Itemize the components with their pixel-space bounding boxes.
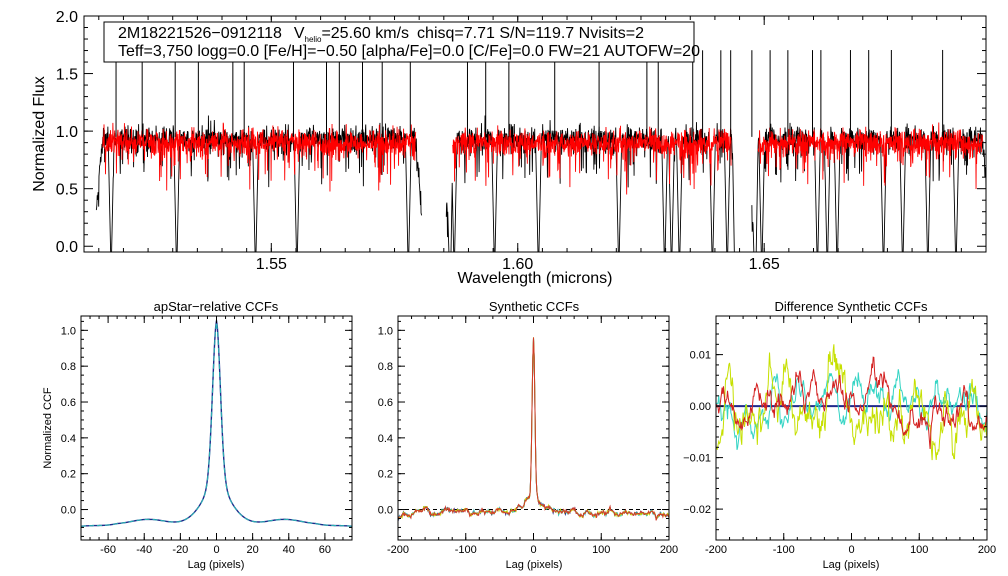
synthetic-ccf-series-3 bbox=[398, 337, 669, 521]
difference-ccf-title: Difference Synthetic CCFs bbox=[775, 299, 928, 314]
synthetic-ccf-plot-area bbox=[398, 337, 669, 521]
synthetic-ccf-panel: Synthetic CCFs -200 -100 0 100 200 0.0 0.2 0.4 0… bbox=[378, 299, 678, 571]
ccf1-x-tick-label: -60 bbox=[100, 544, 116, 556]
annotation-line-1: 2M18221526−0912118 Vhelio=25.60 km/s chisq… bbox=[118, 25, 644, 44]
spectrum-annotation: 2M18221526−0912118 Vhelio=25.60 km/s chisq… bbox=[103, 21, 700, 63]
spectrum-y-tick-label: 0.0 bbox=[56, 239, 78, 256]
apstar-ccf-y-label: Normalized CCF bbox=[42, 387, 54, 469]
ccf1-x-tick-label: 40 bbox=[283, 544, 295, 556]
difference-ccf-series-3 bbox=[716, 344, 987, 461]
ccf2-y-tick-label: 0.4 bbox=[378, 433, 393, 445]
ccf1-x-tick-label: -20 bbox=[172, 544, 188, 556]
ccf3-x-tick-label: 200 bbox=[978, 544, 996, 556]
difference-ccf-x-label: Lag (pixels) bbox=[823, 559, 880, 571]
apstar-ccf-axes: -60 -40 -20 0 20 40 60 0.0 0.2 0.4 0.6 0.8 1.0 bbox=[61, 316, 353, 556]
apstar-ccf-panel: apStar−relative CCFs -60 -40 -20 0 20 40 60 0.0… bbox=[42, 299, 353, 571]
spectrum-x-tick-label: 1.60 bbox=[502, 256, 533, 273]
spectrum-x-label: Wavelength (microns) bbox=[457, 270, 612, 287]
synthetic-ccf-axes: -200 -100 0 100 200 0.0 0.2 0.4 0.6 0.8 1.0 bbox=[378, 316, 678, 556]
spectrum-x-tick-label: 1.65 bbox=[749, 256, 780, 273]
spectrum-plot-area bbox=[95, 49, 986, 252]
annotation-box bbox=[103, 21, 695, 63]
ccf2-y-tick-label: 0.8 bbox=[378, 361, 393, 373]
ccf3-y-tick-label: −0.01 bbox=[683, 453, 711, 465]
spectrum-y-tick-label: 0.5 bbox=[56, 182, 78, 199]
ccf3-y-tick-label: 0.01 bbox=[690, 350, 711, 362]
ccf2-y-tick-label: 0.2 bbox=[378, 469, 393, 481]
apstar-ccf-series-1 bbox=[81, 320, 352, 528]
ccf2-x-tick-label: -200 bbox=[387, 544, 409, 556]
ccf3-x-tick-label: 0 bbox=[848, 544, 854, 556]
ccf1-y-tick-label: 0.0 bbox=[61, 505, 76, 517]
synthetic-ccf-x-label: Lag (pixels) bbox=[506, 559, 563, 571]
ccf1-y-tick-label: 1.0 bbox=[61, 325, 76, 337]
spectrum-x-tick-label: 1.55 bbox=[256, 256, 287, 273]
ccf3-x-tick-label: -200 bbox=[705, 544, 727, 556]
ccf2-x-tick-label: 0 bbox=[530, 544, 536, 556]
synthetic-ccf-title: Synthetic CCFs bbox=[489, 299, 580, 314]
apstar-ccf-series-2 bbox=[81, 322, 352, 527]
difference-ccf-axes: -200 -100 0 100 200 0.01 0.00 −0.01 −0.02 bbox=[683, 316, 996, 556]
ccf3-y-tick-label: 0.00 bbox=[690, 401, 711, 413]
annotation-stats: chisq=7.71 S/N=119.7 Nvisits=2 bbox=[417, 25, 644, 42]
spectrum-frame bbox=[83, 15, 987, 253]
difference-ccf-panel: Difference Synthetic CCFs -200 -100 0 100 20… bbox=[683, 299, 996, 571]
annotation-v-value: =25.60 km/s bbox=[321, 25, 409, 42]
ccf1-y-tick-label: 0.6 bbox=[61, 397, 76, 409]
ccf1-y-tick-label: 0.4 bbox=[61, 433, 76, 445]
spectrum-y-label: Normalized Flux bbox=[31, 76, 48, 192]
annotation-params: Teff=3,750 logg=0.0 [Fe/H]=−0.50 [alpha/… bbox=[118, 43, 700, 60]
synthetic-ccf-series-4 bbox=[398, 337, 669, 521]
ccf2-y-tick-label: 0.6 bbox=[378, 397, 393, 409]
apstar-ccf-x-label: Lag (pixels) bbox=[188, 559, 245, 571]
ccf1-x-tick-label: 60 bbox=[319, 544, 331, 556]
apstar-ccf-plot-area bbox=[81, 320, 352, 528]
ccf2-x-tick-label: 100 bbox=[592, 544, 610, 556]
ccf3-x-tick-label: -100 bbox=[773, 544, 795, 556]
annotation-v-sub: helio bbox=[305, 35, 322, 44]
spectrum-y-tick-label: 2.0 bbox=[56, 9, 78, 26]
difference-ccf-plot-area bbox=[716, 344, 987, 461]
ccf1-y-tick-label: 0.8 bbox=[61, 361, 76, 373]
ccf2-x-tick-label: 200 bbox=[660, 544, 678, 556]
synthetic-ccf-series-1 bbox=[398, 338, 669, 521]
spectrum-y-tick-label: 1.5 bbox=[56, 67, 78, 84]
ccf3-x-tick-label: 100 bbox=[910, 544, 928, 556]
ccf1-y-tick-label: 0.2 bbox=[61, 469, 76, 481]
synthetic-ccf-series-2 bbox=[398, 337, 669, 520]
spectrum-series-model-chip-1 bbox=[102, 122, 417, 192]
annotation-v-label: V bbox=[294, 25, 305, 42]
apstar-ccf-frame bbox=[80, 315, 353, 541]
ccf2-x-tick-label: -100 bbox=[455, 544, 477, 556]
difference-ccf-series-4 bbox=[716, 356, 987, 450]
ccf2-y-tick-label: 0.0 bbox=[378, 505, 393, 517]
spectrum-y-tick-label: 1.0 bbox=[56, 124, 78, 141]
spectrum-series-model-chip-2 bbox=[452, 125, 732, 195]
ccf1-x-tick-label: -40 bbox=[136, 544, 152, 556]
apstar-ccf-title: apStar−relative CCFs bbox=[154, 299, 279, 314]
spectrum-series-model-chip-3 bbox=[757, 122, 983, 190]
ccf3-y-tick-label: −0.02 bbox=[683, 504, 711, 516]
annotation-star: 2M18221526−0912118 bbox=[118, 25, 282, 42]
spectrum-panel: 1.55 1.60 1.65 0.0 0.5 1.0 1.5 2.0 Wavelength (… bbox=[31, 9, 987, 287]
ccf1-x-tick-label: 0 bbox=[213, 544, 219, 556]
ccf1-x-tick-label: 20 bbox=[247, 544, 259, 556]
spectrum-axes: 1.55 1.60 1.65 0.0 0.5 1.0 1.5 2.0 bbox=[56, 9, 987, 273]
ccf2-y-tick-label: 1.0 bbox=[378, 325, 393, 337]
